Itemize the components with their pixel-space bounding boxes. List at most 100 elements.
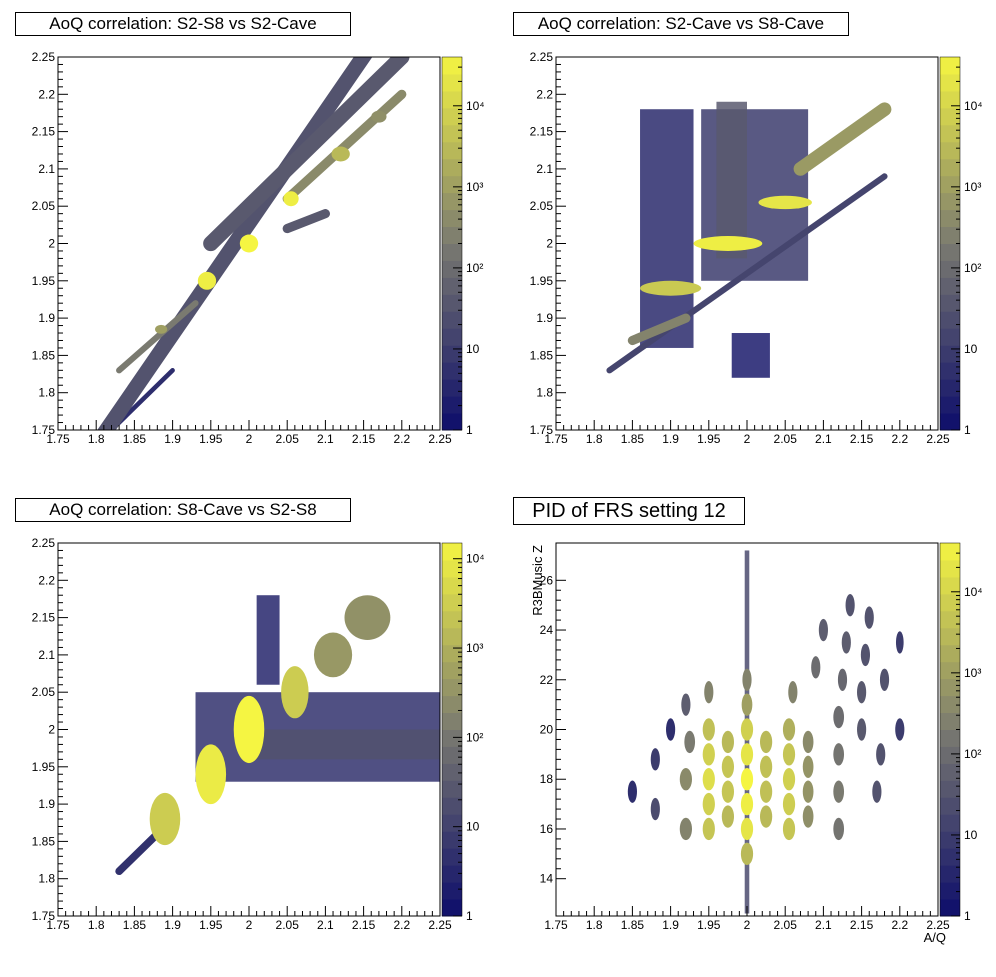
colorbar-tick-label: 10² bbox=[466, 730, 483, 744]
y-tick-label: 2.1 bbox=[38, 648, 55, 662]
heatmap-plot: 1.75 1.8 1.85 1.9 1.95 2 2.05 2.1 2.15 2.2 2.25 1.7… bbox=[32, 536, 485, 932]
x-tick-label: 1.9 bbox=[662, 432, 679, 446]
x-tick-label: 2.1 bbox=[815, 432, 832, 446]
y-axis-label: R3BMusic Z bbox=[530, 545, 545, 616]
y-tick-label: 22 bbox=[540, 673, 554, 687]
x-tick-label: 1.75 bbox=[544, 918, 568, 932]
x-tick-label: 1.75 bbox=[46, 918, 70, 932]
colorbar-step bbox=[940, 678, 960, 697]
colorbar: 1 10 10² 10³ 10⁴ bbox=[939, 542, 983, 923]
heatmap-blob bbox=[759, 780, 773, 803]
x-tick-label: 2.1 bbox=[317, 918, 334, 932]
x-tick-label: 2 bbox=[744, 432, 751, 446]
heatmap-blob bbox=[742, 668, 752, 691]
colorbar-frame bbox=[441, 542, 463, 917]
colorbar-step bbox=[940, 712, 960, 730]
colorbar-tick-label: 1 bbox=[466, 909, 473, 923]
y-tick-label: 2.25 bbox=[32, 536, 56, 550]
heatmap-blob bbox=[684, 730, 696, 754]
colorbar-step bbox=[442, 192, 462, 211]
colorbar-step bbox=[442, 57, 462, 75]
x-tick-label: 2.25 bbox=[926, 918, 950, 932]
colorbar-step bbox=[442, 848, 462, 866]
colorbar-step bbox=[940, 882, 960, 900]
colorbar-step bbox=[940, 627, 960, 646]
colorbar-step bbox=[940, 209, 960, 228]
colorbar: 1 10 10² 10³ 10⁴ bbox=[939, 56, 983, 437]
colorbar-step bbox=[442, 175, 462, 194]
heatmap-blob bbox=[344, 595, 391, 640]
heatmap-blob bbox=[758, 195, 812, 210]
colorbar-step bbox=[442, 543, 462, 561]
y-tick-label: 1.85 bbox=[530, 348, 554, 362]
heatmap-blob bbox=[833, 817, 845, 841]
colorbar-step bbox=[442, 746, 462, 764]
x-tick-label: 1.8 bbox=[88, 918, 105, 932]
heatmap-cells bbox=[97, 57, 410, 430]
colorbar-tick-label: 10³ bbox=[964, 180, 981, 194]
x-tick-label: 1.8 bbox=[586, 918, 603, 932]
colorbar-tick-label: 10³ bbox=[466, 641, 483, 655]
heatmap-band bbox=[606, 173, 888, 374]
heatmap-blob bbox=[702, 718, 715, 741]
heatmap-band bbox=[282, 209, 330, 234]
chart-title: AoQ correlation: S2-S8 vs S2-Cave bbox=[15, 12, 351, 36]
heatmap-blob bbox=[702, 743, 715, 766]
colorbar-step bbox=[442, 260, 462, 278]
colorbar-step bbox=[940, 695, 960, 714]
colorbar-step bbox=[940, 593, 960, 612]
panel-s8cave-vs-s2s8: AoQ correlation: S8-Cave vs S2-S8 1.75 1.… bbox=[0, 486, 498, 972]
x-tick-label: 1.75 bbox=[46, 432, 70, 446]
x-tick-label: 1.95 bbox=[697, 918, 721, 932]
heatmap-plot: 1.75 1.8 1.85 1.9 1.95 2 2.05 2.1 2.15 2.2 2.25 1.7… bbox=[530, 50, 983, 446]
x-tick-label: 2.15 bbox=[352, 918, 376, 932]
colorbar-step bbox=[940, 141, 960, 160]
y-tick-label: 1.8 bbox=[38, 386, 55, 400]
heatmap-blob bbox=[313, 632, 353, 678]
colorbar-step bbox=[940, 57, 960, 75]
colorbar-step bbox=[940, 831, 960, 849]
colorbar-step bbox=[442, 831, 462, 849]
colorbar-step bbox=[442, 362, 462, 380]
y-tick-label: 16 bbox=[540, 822, 554, 836]
colorbar-step bbox=[442, 610, 462, 629]
heatmap-blob bbox=[759, 805, 773, 828]
colorbar-step bbox=[442, 763, 462, 781]
colorbar-step bbox=[442, 899, 462, 917]
colorbar-step bbox=[442, 226, 462, 244]
heatmap-band bbox=[627, 313, 691, 346]
colorbar-step bbox=[442, 124, 462, 143]
x-tick-label: 2.2 bbox=[891, 918, 908, 932]
colorbar-step bbox=[940, 797, 960, 815]
heatmap-blob bbox=[811, 656, 821, 679]
heatmap-blob bbox=[782, 817, 796, 841]
colorbar-step bbox=[940, 294, 960, 312]
heatmap-blob bbox=[740, 792, 754, 816]
heatmap-band bbox=[793, 102, 892, 176]
heatmap-blob bbox=[864, 606, 874, 629]
colorbar-step bbox=[442, 593, 462, 612]
colorbar-step bbox=[442, 644, 462, 663]
heatmap-blob bbox=[371, 110, 387, 123]
colorbar-step bbox=[940, 661, 960, 680]
heatmap-blob bbox=[721, 730, 735, 754]
heatmap-blob bbox=[740, 743, 754, 766]
colorbar-step bbox=[442, 576, 462, 595]
heatmap-blob bbox=[857, 718, 867, 741]
colorbar-step bbox=[940, 243, 960, 261]
colorbar-step bbox=[442, 90, 462, 109]
heatmap-blob bbox=[721, 780, 735, 803]
colorbar-step bbox=[940, 124, 960, 143]
x-tick-label: 1.85 bbox=[621, 918, 645, 932]
panel-s2s8-vs-s2cave: AoQ correlation: S2-S8 vs S2-Cave 1.75 1.… bbox=[0, 0, 498, 486]
heatmap-blob bbox=[782, 792, 796, 816]
colorbar: 1 10 10² 10³ 10⁴ bbox=[441, 542, 485, 923]
colorbar-tick-label: 10² bbox=[466, 261, 483, 275]
colorbar-step bbox=[940, 379, 960, 397]
y-tick-label: 1.75 bbox=[530, 423, 554, 437]
y-tick-label: 24 bbox=[540, 623, 554, 637]
y-tick-label: 2 bbox=[546, 237, 553, 251]
colorbar-step bbox=[442, 678, 462, 697]
x-tick-label: 2.2 bbox=[891, 432, 908, 446]
